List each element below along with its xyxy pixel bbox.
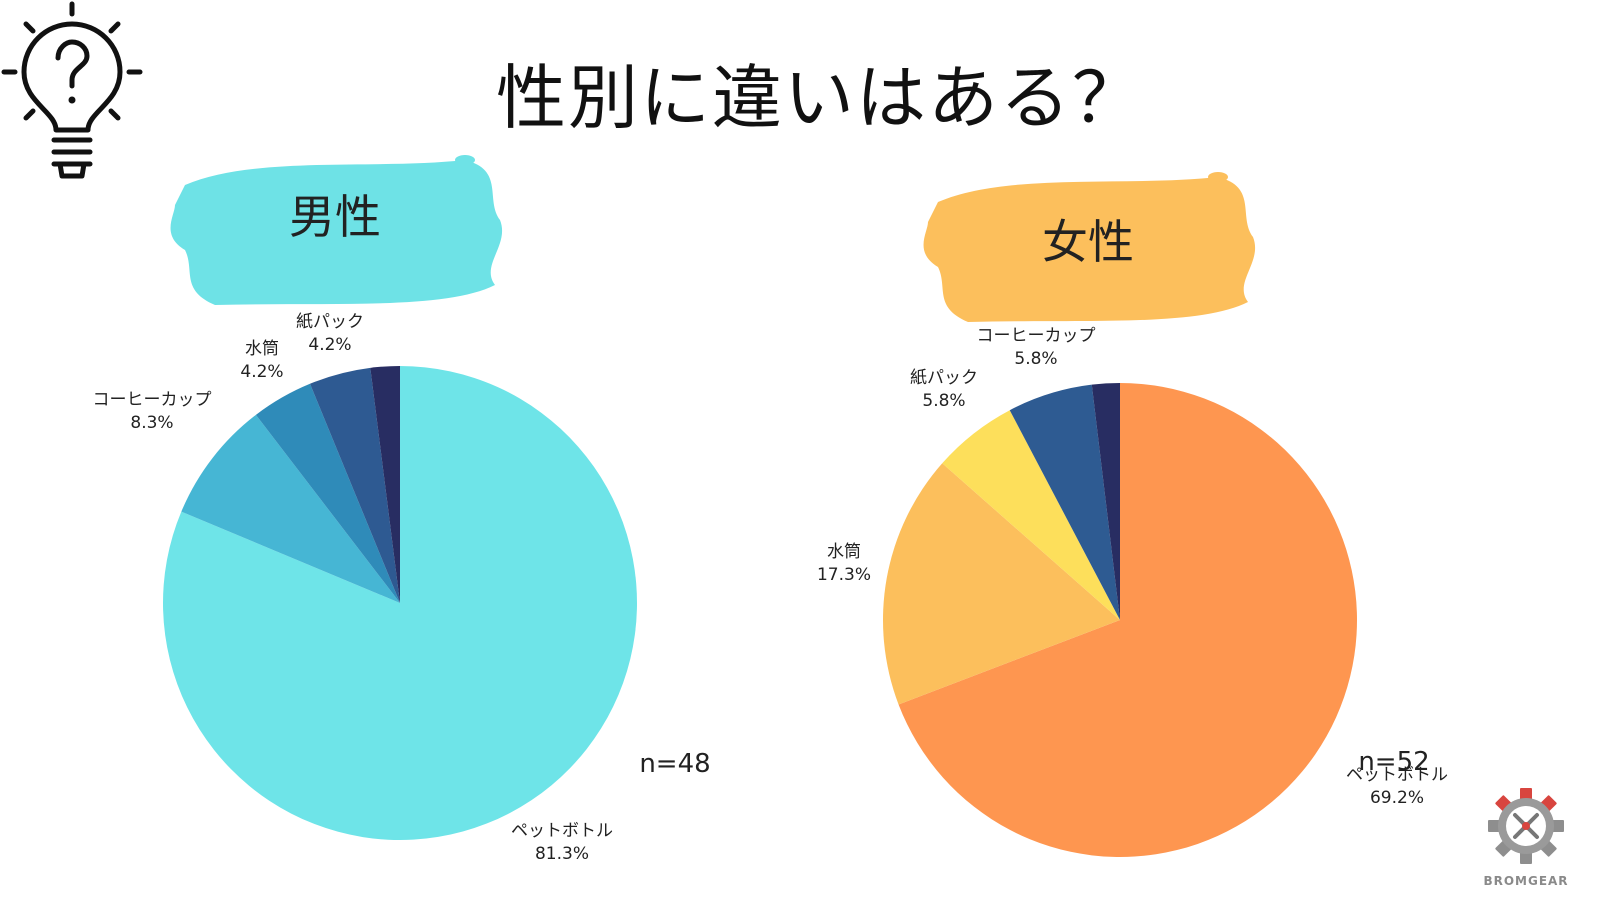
pie-slice bbox=[181, 414, 400, 603]
slice-label: コーヒーカップ bbox=[977, 326, 1096, 346]
slice-label: 水筒 bbox=[827, 542, 861, 562]
slice-label: ペットボトル bbox=[1346, 765, 1448, 785]
pie-slice bbox=[882, 463, 1120, 705]
slice-label: ペットボトル bbox=[511, 821, 613, 841]
title-badge bbox=[923, 177, 1256, 322]
page-title: 性別に違いはある？ bbox=[496, 57, 1144, 139]
pie-slice bbox=[255, 383, 400, 603]
slice-value-label: 8.3% bbox=[130, 413, 173, 433]
pie-slice bbox=[898, 383, 1357, 857]
sample-size-label: n=52 bbox=[1358, 747, 1429, 777]
pie-slice bbox=[1009, 384, 1120, 620]
slice-value-label: 4.2% bbox=[240, 362, 283, 382]
pie-slice bbox=[370, 366, 400, 603]
pie-slice bbox=[942, 410, 1120, 620]
lightbulb-question-icon bbox=[1, 1, 143, 179]
slice-label: コーヒーカップ bbox=[93, 390, 212, 410]
slice-label: 水筒 bbox=[245, 339, 279, 359]
slice-value-label: 69.2% bbox=[1370, 788, 1424, 808]
chart-title: 男性 bbox=[289, 190, 381, 244]
pie-slice bbox=[163, 366, 638, 840]
slice-value-label: 17.3% bbox=[817, 565, 871, 585]
slice-label: 紙パック bbox=[910, 368, 978, 388]
title-badge-splash bbox=[1208, 172, 1228, 182]
sample-size-label: n=48 bbox=[639, 749, 710, 779]
brand-name: BROMGEAR bbox=[1483, 874, 1569, 888]
slice-value-label: 4.2% bbox=[308, 335, 351, 355]
bromgear-gear-logo bbox=[1488, 788, 1564, 864]
pie-slice bbox=[309, 367, 400, 603]
title-badge-splash bbox=[455, 155, 475, 165]
slice-value-label: 81.3% bbox=[535, 844, 589, 864]
pie-slice bbox=[1091, 383, 1120, 620]
slice-value-label: 5.8% bbox=[1014, 349, 1057, 369]
slice-label: 紙パック bbox=[296, 312, 364, 332]
title-badge bbox=[170, 160, 503, 305]
slice-value-label: 5.8% bbox=[922, 391, 965, 411]
chart-title: 女性 bbox=[1042, 215, 1134, 269]
